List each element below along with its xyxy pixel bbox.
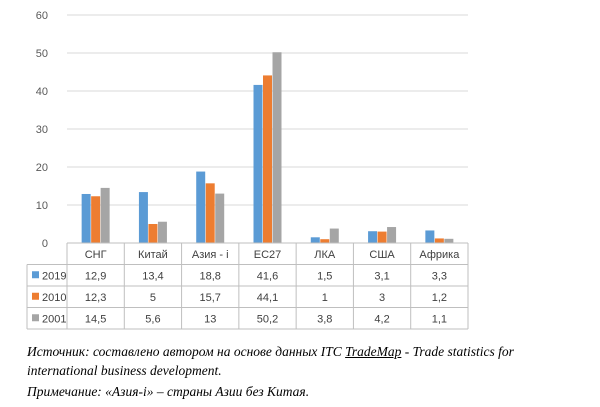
legend-key-2001 <box>32 314 39 322</box>
bar-2001 <box>100 187 110 243</box>
source-link-trademap: TradeMap <box>345 344 402 359</box>
legend-label-2010: 2010 <box>42 292 66 304</box>
bars <box>81 52 454 243</box>
bar-2010 <box>91 196 101 243</box>
category-label: СНГ <box>85 249 107 261</box>
bar-chart-with-data-table: 0 10 20 30 40 50 60 СНГ Китай Азия - i ЕС27 ЛКА США… <box>26 10 469 330</box>
source-note: Источник: составлено автором на основе д… <box>27 342 587 380</box>
bar-2019 <box>425 230 435 243</box>
bar-2019 <box>310 237 320 243</box>
data-table-value: 18,8 <box>200 270 221 282</box>
y-tick-label: 0 <box>42 238 48 250</box>
data-table-value: 4,2 <box>374 313 389 325</box>
data-table-value: 1,2 <box>432 292 447 304</box>
y-axis-tick-labels: 0 10 20 30 40 50 60 <box>36 10 48 250</box>
bar-2010 <box>148 224 158 243</box>
bar-2001 <box>329 228 339 243</box>
data-table-value: 3,8 <box>317 313 332 325</box>
data-table-value: 44,1 <box>257 292 278 304</box>
category-label: Азия - i <box>192 249 229 261</box>
source-suffix: - Trade statistics for <box>401 344 514 359</box>
category-label: США <box>369 249 395 261</box>
data-table: СНГ Китай Азия - i ЕС27 ЛКА США Африка 2019 12,9… <box>26 242 469 330</box>
data-table-value: 13,4 <box>142 270 163 282</box>
legend-label-2019: 2019 <box>42 270 66 282</box>
category-label: ЛКА <box>314 249 336 261</box>
data-table-value: 41,6 <box>257 270 278 282</box>
data-table-value: 50,2 <box>257 313 278 325</box>
bar-2010 <box>434 238 444 243</box>
category-label: Китай <box>138 249 168 261</box>
bar-2010 <box>263 75 272 243</box>
bar-2019 <box>253 84 263 243</box>
y-tick-label: 10 <box>36 200 48 212</box>
bar-2001 <box>387 227 397 243</box>
footnote-text: Примечание: «Азия-i» – страны Азии без К… <box>27 384 310 399</box>
bar-2010 <box>320 239 330 243</box>
data-table-value: 3,1 <box>374 270 389 282</box>
bar-2010 <box>377 231 387 243</box>
bar-2010 <box>205 183 215 243</box>
legend-key-2019 <box>32 271 39 279</box>
data-table-value: 15,7 <box>200 292 221 304</box>
y-tick-label: 30 <box>36 124 48 136</box>
bar-2019 <box>81 193 91 243</box>
source-line-2: international business development. <box>27 363 222 378</box>
data-table-value: 1 <box>322 292 328 304</box>
data-table-value: 12,3 <box>85 292 106 304</box>
y-tick-label: 50 <box>36 48 48 60</box>
data-table-value: 12,9 <box>85 270 106 282</box>
bar-2019 <box>138 192 148 243</box>
source-text: Источник: составлено автором на основе д… <box>27 344 346 359</box>
bar-2019 <box>368 231 378 243</box>
data-table-value: 1,1 <box>432 313 447 325</box>
category-label: ЕС27 <box>254 249 282 261</box>
footnote: Примечание: «Азия-i» – страны Азии без К… <box>27 382 587 401</box>
legend-key-2010 <box>32 292 39 300</box>
data-table-value: 3 <box>379 292 385 304</box>
data-table-value: 5,6 <box>145 313 160 325</box>
bar-2001 <box>444 238 454 243</box>
category-label: Африка <box>419 249 460 261</box>
data-table-value: 3,3 <box>432 270 447 282</box>
bar-2001 <box>215 193 225 243</box>
bar-2019 <box>196 171 206 243</box>
data-table-value: 14,5 <box>85 313 106 325</box>
bar-2001 <box>157 221 167 243</box>
y-tick-label: 60 <box>36 10 48 22</box>
bar-2001 <box>272 52 282 243</box>
data-table-value: 5 <box>150 292 156 304</box>
data-table-value: 1,5 <box>317 270 332 282</box>
y-tick-label: 20 <box>36 162 48 174</box>
data-table-value: 13 <box>204 313 216 325</box>
y-tick-label: 40 <box>36 86 48 98</box>
legend-label-2001: 2001 <box>42 313 66 325</box>
